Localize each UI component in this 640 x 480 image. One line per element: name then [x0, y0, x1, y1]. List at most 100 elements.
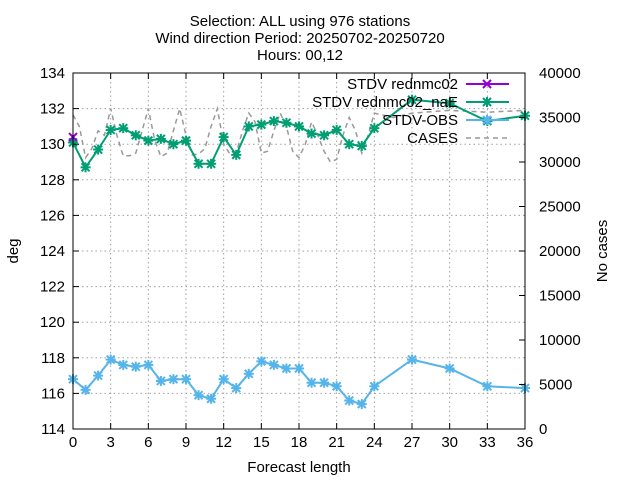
x-tick-label: 9 — [182, 434, 190, 451]
x-tick-label: 36 — [517, 434, 534, 451]
data-point — [105, 354, 116, 365]
legend-label: STDV rednmc02 — [347, 76, 458, 93]
data-point — [319, 130, 330, 141]
data-point — [143, 359, 154, 370]
data-point — [155, 133, 166, 144]
series-1 — [68, 94, 530, 173]
data-point — [268, 116, 279, 127]
y-tick-label: 130 — [40, 136, 65, 153]
x-tick-label: 15 — [253, 434, 270, 451]
data-point — [231, 383, 242, 394]
legend-label: STDV rednmc02_naE — [312, 94, 458, 111]
data-point — [118, 359, 129, 370]
data-point — [268, 359, 279, 370]
y2-tick-label: 5000 — [539, 377, 572, 394]
data-point — [306, 128, 317, 139]
y-tick-label: 122 — [40, 279, 65, 296]
data-point — [243, 121, 254, 132]
data-point — [356, 399, 367, 410]
data-point — [206, 393, 217, 404]
legend-marker — [482, 115, 492, 125]
y-tick-label: 120 — [40, 314, 65, 331]
data-point — [93, 144, 104, 155]
data-point — [407, 354, 417, 365]
data-point — [369, 381, 380, 392]
data-point — [130, 130, 141, 141]
data-point — [306, 377, 317, 388]
legend-entry: STDV rednmc02_naE — [312, 94, 509, 111]
x-tick-label: 24 — [366, 434, 383, 451]
data-point — [256, 356, 267, 367]
data-point — [344, 139, 355, 150]
legend-entry: CASES — [407, 130, 509, 147]
x-axis-label: Forecast length — [247, 459, 350, 476]
x-tick-label: 18 — [291, 434, 308, 451]
x-tick-label: 6 — [144, 434, 152, 451]
y2-tick-label: 30000 — [539, 154, 581, 171]
y-tick-label: 128 — [40, 172, 65, 189]
y2-tick-label: 25000 — [539, 199, 581, 216]
data-point — [130, 361, 141, 372]
legend-label: CASES — [407, 130, 458, 147]
legend-entry: STDV rednmc02 — [347, 76, 509, 93]
y-tick-label: 124 — [40, 243, 65, 260]
data-point — [206, 158, 217, 169]
data-point — [181, 135, 191, 146]
data-point — [444, 363, 455, 374]
y2-tick-label: 10000 — [539, 332, 581, 349]
x-tick-label: 3 — [106, 434, 114, 451]
data-point — [218, 132, 229, 143]
x-tick-label: 27 — [404, 434, 421, 451]
x-tick-label: 0 — [69, 434, 77, 451]
y2-axis-label: No cases — [594, 220, 611, 283]
data-point — [243, 368, 254, 379]
x-tick-label: 30 — [441, 434, 458, 451]
legend-label: STDV-OBS — [382, 112, 458, 129]
data-point — [168, 374, 179, 385]
y-tick-label: 126 — [40, 207, 65, 224]
data-point — [256, 119, 267, 130]
data-point — [181, 374, 191, 385]
data-point — [118, 123, 129, 134]
plot-series — [68, 94, 530, 410]
x-tick-label: 12 — [215, 434, 232, 451]
y-tick-label: 118 — [41, 350, 65, 367]
data-point — [444, 98, 455, 109]
data-point — [168, 139, 179, 150]
y-tick-label: 134 — [40, 65, 65, 82]
data-point — [218, 374, 229, 385]
x-tick-label: 21 — [328, 434, 345, 451]
legend-marker — [482, 97, 492, 107]
data-point — [369, 123, 380, 134]
series-3 — [72, 105, 526, 163]
y2-tick-label: 20000 — [539, 243, 581, 260]
data-point — [331, 381, 342, 392]
data-point — [319, 377, 330, 388]
y-tick-label: 116 — [41, 385, 65, 402]
data-point — [80, 162, 91, 173]
y-tick-label: 114 — [41, 421, 65, 438]
axis-ticks: 0 3 6 9 12 15 18 21 24 27 30 33 36114116118120122124… — [40, 65, 581, 451]
series-line — [72, 105, 526, 163]
data-point — [356, 140, 367, 151]
legend-entry: STDV-OBS — [382, 112, 509, 129]
title-line-1: Selection: ALL using 976 stations — [190, 13, 410, 30]
series-2 — [68, 354, 530, 410]
data-point — [331, 124, 342, 135]
title-line-2: Wind direction Period: 20250702-20250720 — [155, 30, 444, 47]
data-point — [193, 390, 204, 401]
data-point — [231, 149, 242, 160]
data-point — [281, 363, 292, 374]
y-axis-label: deg — [5, 238, 22, 263]
data-point — [407, 94, 417, 105]
data-point — [93, 370, 104, 381]
data-point — [143, 135, 154, 146]
data-point — [281, 117, 292, 128]
data-point — [105, 124, 116, 135]
data-point — [344, 395, 355, 406]
data-point — [482, 381, 493, 392]
data-point — [294, 121, 304, 132]
data-point — [155, 375, 166, 386]
